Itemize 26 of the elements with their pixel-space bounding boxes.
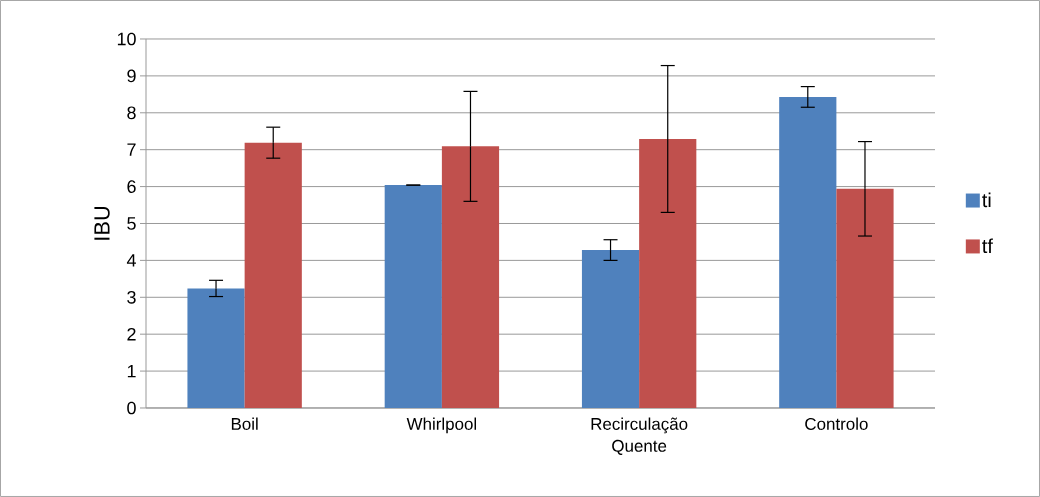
y-tick-label: 1 [127, 364, 136, 378]
y-tick-label: 10 [117, 32, 136, 46]
y-tick-label: 6 [127, 180, 136, 193]
bar [836, 188, 894, 408]
y-tick-label: 8 [127, 106, 136, 120]
y-tick-label: 3 [127, 290, 136, 304]
y-tick-label: 7 [127, 143, 136, 156]
y-tick-label: 0 [127, 401, 136, 415]
legend-label: tf [982, 238, 993, 254]
bar [187, 288, 245, 408]
x-tick-label: Controlo [805, 417, 868, 430]
y-tick-label: 4 [126, 254, 136, 267]
y-tick-label: 5 [127, 217, 136, 230]
x-tick-label: Boil [231, 417, 258, 430]
y-tick-label: 2 [127, 327, 136, 341]
y-tick-label: 9 [127, 69, 136, 83]
bar [581, 250, 640, 408]
legend-label: ti [982, 192, 991, 208]
x-tick-label: Recirculação Quente [591, 417, 688, 455]
bar [244, 142, 302, 408]
x-tick-label: Whirlpool [406, 417, 477, 434]
y-axis-title: IBU [94, 206, 110, 240]
bar [779, 96, 837, 408]
bar [384, 185, 442, 408]
bar [639, 138, 697, 408]
bar [441, 146, 500, 408]
